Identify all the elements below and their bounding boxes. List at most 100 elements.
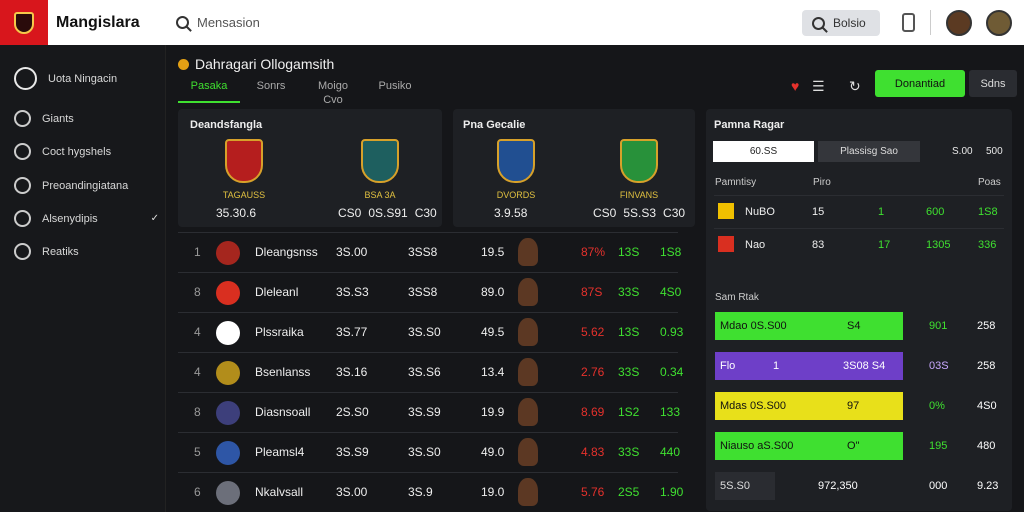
menu-icon[interactable]: ☰ <box>812 78 825 94</box>
list-cell: 83 <box>812 239 825 251</box>
value-cell: 19.9 <box>481 405 505 419</box>
tab-pusiko[interactable]: Pusiko <box>378 80 412 92</box>
value-cell: 2S.S0 <box>336 405 369 419</box>
stat-value: 9.23 <box>977 480 999 492</box>
score-group: CS0 0S.S91 C30 <box>338 206 437 220</box>
value-cell: 89.0 <box>481 285 505 299</box>
team-logo-icon <box>216 321 240 345</box>
table-row[interactable]: 8 Dleleanl 3S.S3 3SS8 89.0 87S 33S 4S0 <box>178 272 681 312</box>
score: 3.9.58 <box>494 206 528 220</box>
player-avatar <box>518 438 538 466</box>
right-panel: Pamna Ragar 60.SS Plassisg Sao S.00 500 … <box>706 109 1012 511</box>
stat-value: 258 <box>977 360 996 372</box>
stat-value: S4 <box>847 320 861 332</box>
segment-option[interactable]: Plassisg Sao <box>818 141 920 162</box>
stat-row[interactable]: Flo 1 3S08 S4 03S 258 <box>715 352 1005 380</box>
stat-cell: 87% <box>581 245 606 259</box>
stat-cell: 1S2 <box>618 405 640 419</box>
sidebar-header[interactable]: Uota Ningacin <box>14 67 159 90</box>
value-cell: 3S.9 <box>408 485 433 499</box>
stat-cell: 0.34 <box>660 365 684 379</box>
player-avatar <box>518 318 538 346</box>
stat-cell: 0.93 <box>660 325 684 339</box>
stat-cell: 87S <box>581 285 603 299</box>
target-icon <box>14 210 31 227</box>
stat-bar <box>715 352 903 380</box>
score: C30 <box>414 206 437 220</box>
secondary-action-button[interactable]: Sdns <box>969 70 1017 97</box>
tab-moigo[interactable]: Moigo Cvo <box>318 80 348 106</box>
primary-action-button[interactable]: Donantiad <box>875 70 965 97</box>
player-avatar <box>518 398 538 426</box>
avatar[interactable] <box>946 10 972 36</box>
rank-cell: 1 <box>194 245 201 259</box>
app-logo[interactable] <box>0 0 48 45</box>
stat-value: 5S.S0 <box>720 480 750 492</box>
search-button[interactable]: Bolsio <box>802 10 880 36</box>
table-row[interactable]: 6 Nkalvsall 3S.00 3S.9 19.0 5.76 2S5 1.90 <box>178 472 683 512</box>
sidebar-item-preoanding[interactable]: Preoandingiatana <box>14 177 159 194</box>
stat-value: 480 <box>977 440 996 452</box>
list-item[interactable]: Nao 83 17 1305 336 <box>714 228 1004 259</box>
search-icon <box>176 16 189 29</box>
team-logo-icon <box>216 281 240 305</box>
player-avatar <box>518 238 538 266</box>
table-row[interactable]: 8 Diasnsoall 2S.S0 3S.S9 19.9 8.69 1S2 133 <box>178 392 680 432</box>
stat-bar <box>715 432 903 460</box>
sidebar-item-alsenydipis[interactable]: Alsenydipis ✓ <box>14 210 159 227</box>
segment-option-active[interactable]: 60.SS <box>713 141 814 162</box>
table-row[interactable]: 4 Bsenlanss 3S.16 3S.S6 13.4 2.76 33S 0.34 <box>178 352 683 392</box>
value-cell: 3S.S9 <box>408 405 441 419</box>
value-cell: 49.5 <box>481 325 505 339</box>
score: CS0 <box>593 206 617 220</box>
list-item[interactable]: NuBO 15 1 600 1S8 <box>714 195 1004 226</box>
stat-cell: 5.76 <box>581 485 605 499</box>
table-row[interactable]: 5 Pleamsl4 3S.S9 3S.S0 49.0 4.83 33S 440 <box>178 432 680 472</box>
sidebar-item-coct[interactable]: Coct hygshels <box>14 143 159 160</box>
stat-cell: 33S <box>618 285 640 299</box>
team-logo-icon <box>216 241 240 265</box>
list-cell: 1 <box>878 206 885 218</box>
sidebar: Uota Ningacin Giants Coct hygshels Preoa… <box>0 45 166 512</box>
search-icon <box>812 16 825 30</box>
table-row[interactable]: 4 Plssraika 3S.77 3S.S0 49.5 5.62 13S 0.93 <box>178 312 683 352</box>
value-cell: 3S.00 <box>336 485 368 499</box>
checkmark-icon: ✓ <box>150 213 159 224</box>
sidebar-item-label: Preoandingiatana <box>42 179 129 192</box>
sidebar-item-giants[interactable]: Giants <box>14 110 159 127</box>
score: 35.30.6 <box>216 206 257 220</box>
stat-value: 258 <box>977 320 996 332</box>
stat-row[interactable]: Mdas 0S.S00 97 0% 4S0 <box>715 392 1005 420</box>
stat-cell: 33S <box>618 365 640 379</box>
page-title-text: Dahragari Ollogamsith <box>195 56 335 72</box>
sidebar-item-reatiks[interactable]: Reatiks <box>14 243 159 260</box>
divider <box>930 10 931 35</box>
tab-pasaka[interactable]: Pasaka <box>178 79 240 103</box>
stat-cell: 2.76 <box>581 365 605 379</box>
value: S.00 <box>952 146 973 157</box>
stat-row[interactable]: 5S.S0 972,350 000 9.23 <box>715 472 1005 500</box>
stat-value: O" <box>847 440 860 452</box>
team-badge-icon <box>497 139 535 183</box>
tab-sonrs[interactable]: Sonrs <box>256 80 286 92</box>
player-avatar <box>518 478 538 506</box>
value-cell: 19.5 <box>481 245 505 259</box>
search-input[interactable]: Mensasion <box>176 15 776 30</box>
phone-icon[interactable] <box>902 13 915 32</box>
stat-row[interactable]: Mdao 0S.S00 S4 901 258 <box>715 312 1005 340</box>
table-row[interactable]: 1 Dleangsnss 3S.00 3SS8 19.5 87% 13S 1S8 <box>178 232 681 272</box>
heart-icon[interactable]: ♥ <box>791 78 800 94</box>
rank-cell: 8 <box>194 285 201 299</box>
list-cell: 17 <box>878 239 891 251</box>
team-badge-icon <box>620 139 658 183</box>
refresh-icon[interactable]: ↻ <box>849 78 861 94</box>
team-name-cell: Plssraika <box>255 325 304 339</box>
value-cell: 13.4 <box>481 365 505 379</box>
team-name-cell: Bsenlanss <box>255 365 311 379</box>
stat-row[interactable]: Niauso aS.S00 O" 195 480 <box>715 432 1005 460</box>
sidebar-item-label: Alsenydipis <box>42 212 98 225</box>
top-bar: Mangislara Mensasion Bolsio <box>0 0 1024 45</box>
team-name: FINVANS <box>619 190 659 200</box>
team-logo-icon <box>718 236 734 252</box>
avatar[interactable] <box>986 10 1012 36</box>
